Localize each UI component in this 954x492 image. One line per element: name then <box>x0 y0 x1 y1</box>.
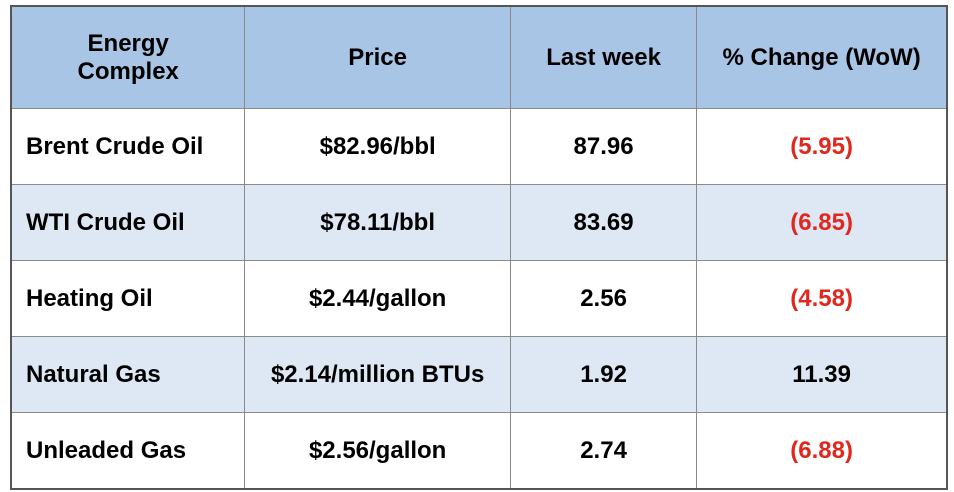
row-label: Natural Gas <box>10 336 246 413</box>
cell: $82.96/bbl <box>244 108 511 185</box>
cell: 1.92 <box>509 336 698 413</box>
table-body: Brent Crude Oil $82.96/bbl 87.96 (5.95) WTI … <box>10 108 948 490</box>
cell: (6.85) <box>696 184 948 261</box>
cell: (4.58) <box>696 260 948 337</box>
cell: (5.95) <box>696 108 948 185</box>
cell: $2.56/gallon <box>244 412 511 490</box>
table-row: Unleaded Gas $2.56/gallon 2.74 (6.88) <box>10 412 948 490</box>
cell: 87.96 <box>509 108 698 185</box>
header-cell: Energy Complex <box>10 5 246 109</box>
table-row: Heating Oil $2.44/gallon 2.56 (4.58) <box>10 260 948 337</box>
header-cell: Last week <box>509 5 698 109</box>
cell: 11.39 <box>696 336 948 413</box>
table-row: Natural Gas $2.14/million BTUs 1.92 11.39 <box>10 336 948 413</box>
table-row: Brent Crude Oil $82.96/bbl 87.96 (5.95) <box>10 108 948 185</box>
row-label: WTI Crude Oil <box>10 184 246 261</box>
row-label: Unleaded Gas <box>10 412 246 490</box>
header-row: Energy Complex Price Last week% Change (Wo… <box>10 5 948 109</box>
cell: 83.69 <box>509 184 698 261</box>
energy-table: Energy Complex Price Last week% Change (Wo… <box>10 5 948 490</box>
row-label: Brent Crude Oil <box>10 108 246 185</box>
cell: $2.44/gallon <box>244 260 511 337</box>
row-label: Heating Oil <box>10 260 246 337</box>
header-cell: Price <box>244 5 511 109</box>
cell: 2.56 <box>509 260 698 337</box>
header-cell: % Change (WoW) <box>696 5 948 109</box>
cell: 2.74 <box>509 412 698 490</box>
table-row: WTI Crude Oil $78.11/bbl 83.69 (6.85) <box>10 184 948 261</box>
cell: $78.11/bbl <box>244 184 511 261</box>
cell: $2.14/million BTUs <box>244 336 511 413</box>
cell: (6.88) <box>696 412 948 490</box>
